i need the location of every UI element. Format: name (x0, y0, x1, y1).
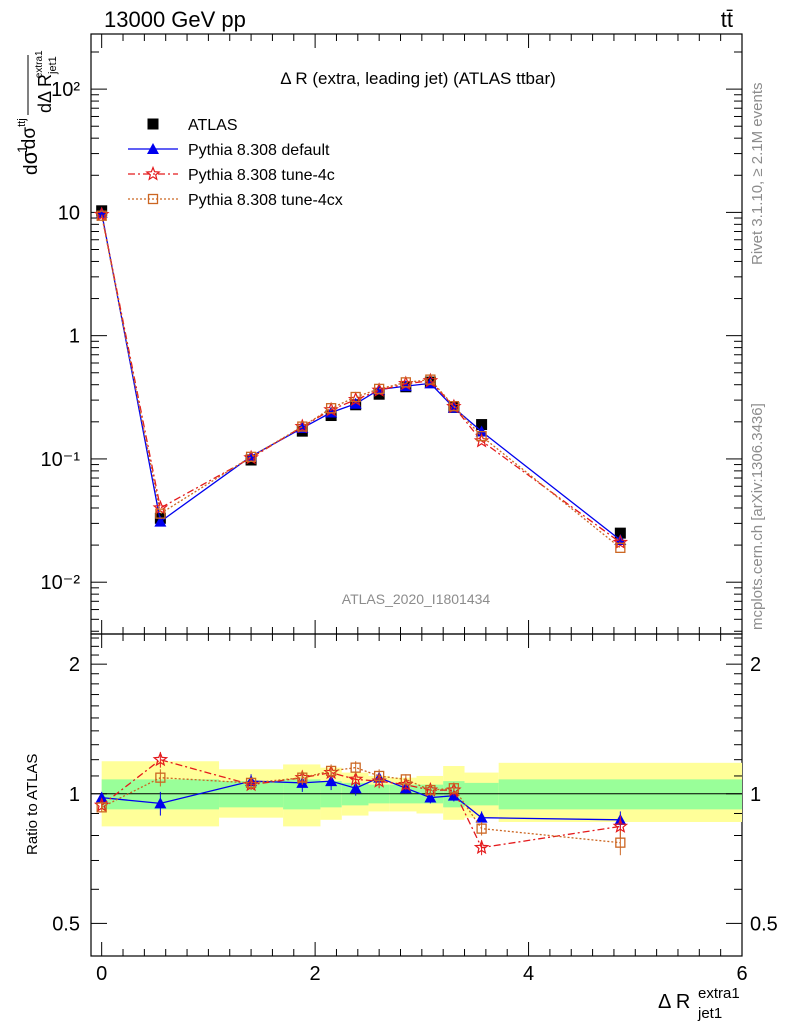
ratio-point (96, 802, 107, 813)
ratio-y-tick-label-right: 0.5 (750, 913, 778, 935)
ratio-point (154, 797, 167, 809)
svg-text:1dσttj: 1dσttj (14, 118, 40, 153)
data-point (325, 403, 337, 414)
mcplots-label: mcplots.cern.ch [arXiv:1306.3436] (749, 403, 766, 630)
svg-text:jet1: jet1 (697, 1005, 722, 1022)
ratio-point (475, 811, 488, 823)
data-point (154, 515, 167, 527)
x-axis-label: Δ R extra1 jet1 (658, 985, 740, 1022)
ratio-point (425, 784, 436, 796)
svg-text:dσ: dσ (17, 150, 42, 175)
ratio-point (350, 762, 361, 773)
chart-title: Δ R (extra, leading jet) (ATLAS ttbar) (280, 69, 556, 88)
data-point (245, 451, 257, 462)
ratio-point (325, 765, 337, 777)
collision-label: 13000 GeV pp (104, 7, 246, 32)
main-series (93, 205, 629, 553)
data-point (614, 527, 626, 539)
y-tick-label: 10² (51, 79, 80, 101)
data-point (425, 374, 436, 385)
analysis-label: ATLAS_2020_I1801434 (342, 591, 491, 607)
ratio-point (155, 772, 166, 783)
rivet-label: Rivet 3.1.10, ≥ 2.1M events (749, 83, 766, 266)
svg-text:Δ R: Δ R (658, 991, 690, 1013)
data-point (400, 377, 411, 388)
x-tick-label: 4 (523, 963, 534, 985)
ratio-point (476, 823, 487, 834)
ratio-y-axis-label: Ratio to ATLAS (24, 754, 41, 855)
y-tick-label: 10⁻¹ (41, 449, 81, 471)
ratio-point (347, 771, 364, 786)
y-tick-label: 10⁻² (41, 572, 81, 594)
svg-text:dΔ Rjet1extra1: dΔ Rjet1extra1 (34, 50, 59, 113)
ratio-point (615, 837, 626, 848)
legend: ATLAS Pythia 8.308 default Pythia 8.308 tu… (128, 117, 343, 209)
ratio-point (349, 782, 362, 794)
data-point (476, 431, 487, 442)
svg-text:extra1: extra1 (698, 985, 740, 1002)
data-point (615, 542, 626, 553)
data-point (612, 534, 629, 550)
data-point (155, 508, 166, 519)
main-axes: 10⁻² 10⁻¹ 1 10 10² (41, 34, 743, 956)
ratio-y-tick-label: 2 (69, 654, 80, 676)
data-point (350, 391, 361, 403)
ratio-point (373, 770, 385, 782)
ratio-y-tick-label-right: 2 (750, 654, 761, 676)
ratio-axes: 0 2 4 6 0.5 0.5 1 1 2 2 (52, 637, 778, 985)
legend-label: ATLAS (188, 117, 238, 134)
ratio-point (424, 791, 437, 803)
legend-label: Pythia 8.308 default (188, 142, 330, 159)
x-tick-label: 0 (96, 963, 107, 985)
main-y-axis-label: dσ 1dσttj dΔ Rjet1extra1 (14, 50, 59, 175)
ratio-inner-band (498, 779, 742, 810)
series-line-3 (101, 215, 621, 549)
x-tick-label: 6 (736, 963, 747, 985)
data-point (448, 401, 460, 412)
legend-marker (147, 143, 159, 154)
ratio-series (93, 751, 629, 856)
ratio-y-tick-label: 1 (69, 784, 80, 806)
ratio-y-tick-label: 0.5 (52, 913, 80, 935)
ratio-line-2 (101, 766, 621, 844)
series-line-2 (101, 214, 621, 544)
series-line-1 (101, 212, 621, 541)
legend-label: Pythia 8.308 tune-4c (188, 167, 335, 184)
ratio-line-1 (101, 758, 621, 849)
ratio-point (473, 839, 490, 855)
ratio-point (448, 783, 460, 794)
ratio-point (612, 818, 629, 833)
ratio-point (245, 777, 257, 789)
x-tick-label: 2 (310, 963, 321, 985)
data-point (349, 397, 362, 409)
data-point (476, 419, 488, 431)
data-point (373, 383, 385, 395)
ratio-point (325, 775, 338, 787)
ratio-point (95, 791, 108, 803)
y-tick-label: 1 (69, 326, 80, 348)
ratio-point (297, 772, 308, 783)
data-point (96, 210, 107, 221)
process-label: tt̄ (721, 7, 733, 32)
ratio-uncertainty-bands (91, 761, 742, 827)
ratio-point (400, 774, 411, 785)
y-tick-label: 10 (58, 202, 80, 224)
data-point (297, 421, 308, 432)
legend-marker (145, 165, 161, 181)
ratio-y-tick-label-right: 1 (750, 784, 761, 806)
legend-marker (147, 118, 159, 130)
ratio-point (152, 751, 169, 767)
legend-label: Pythia 8.308 tune-4cx (188, 192, 343, 209)
legend-marker (147, 193, 159, 205)
data-point (614, 533, 627, 545)
